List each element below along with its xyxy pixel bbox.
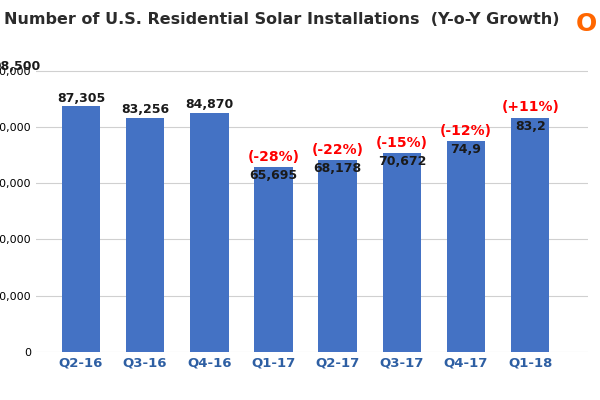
Bar (319, 160, 357, 352)
Bar (447, 141, 485, 352)
Text: (-15%): (-15%) (376, 136, 428, 150)
Text: 83,2: 83,2 (515, 120, 545, 133)
Text: O: O (576, 12, 597, 36)
Bar (254, 167, 293, 352)
Text: (-22%): (-22%) (311, 143, 364, 157)
Bar (126, 118, 164, 352)
Bar (62, 106, 100, 352)
Bar (0, 75, 36, 352)
Text: 65,695: 65,695 (250, 169, 298, 182)
Text: 87,305: 87,305 (57, 92, 105, 104)
Text: (-12%): (-12%) (440, 124, 492, 138)
Text: 83,256: 83,256 (121, 103, 169, 116)
Text: 68,178: 68,178 (314, 162, 362, 175)
Bar (190, 113, 229, 352)
Text: 98,500: 98,500 (0, 60, 41, 73)
Text: (-28%): (-28%) (247, 150, 299, 164)
Bar (511, 118, 550, 352)
Text: 70,672: 70,672 (377, 155, 426, 168)
Text: 84,870: 84,870 (185, 98, 233, 112)
Text: Number of U.S. Residential Solar Installations  (Y-o-Y Growth): Number of U.S. Residential Solar Install… (4, 12, 560, 27)
Text: 74,9: 74,9 (451, 144, 481, 156)
Bar (383, 153, 421, 352)
Text: (+11%): (+11%) (501, 100, 559, 114)
